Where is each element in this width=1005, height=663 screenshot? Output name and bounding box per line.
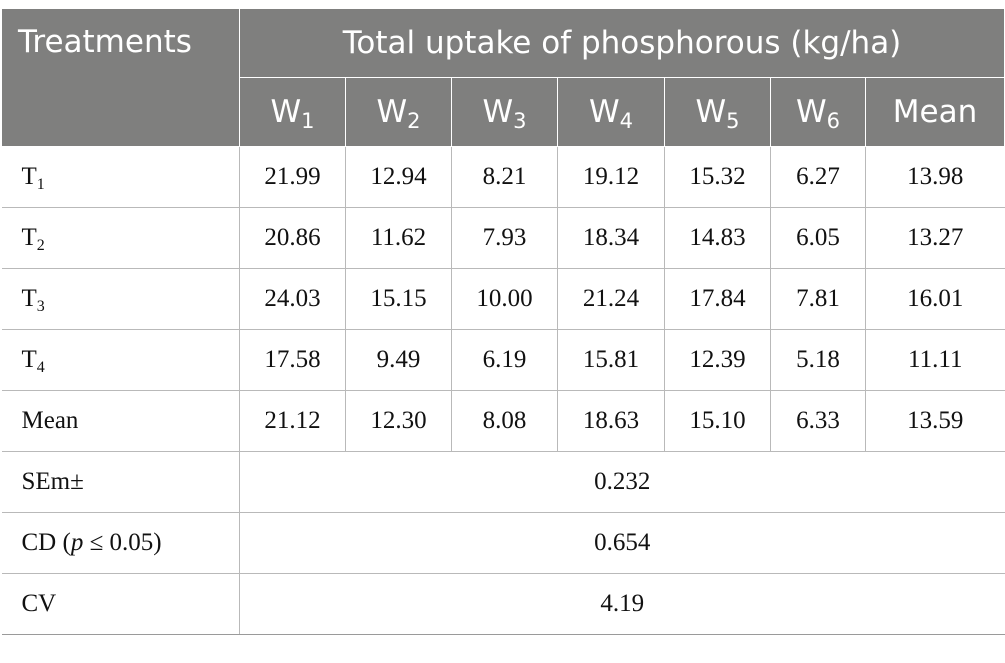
sem-value: 0.232 (239, 451, 1005, 513)
row-label: T4 (1, 329, 240, 391)
cd-value: 0.654 (239, 512, 1005, 574)
column-header-w3: W3 (451, 77, 558, 147)
cv-value: 4.19 (239, 573, 1005, 635)
table-cell: 11.62 (345, 207, 452, 269)
table-cell-mean: 16.01 (865, 268, 1005, 330)
cv-label: CV (1, 573, 240, 635)
table-row-t3: T3 24.03 15.15 10.00 21.24 17.84 7.81 16… (1, 268, 1005, 330)
table-cell: 24.03 (239, 268, 346, 330)
table-cell: 12.39 (664, 329, 771, 391)
row-label: T3 (1, 268, 240, 330)
column-header-w6: W6 (770, 77, 866, 147)
table-cell: 18.34 (557, 207, 665, 269)
table-cell: 8.08 (451, 390, 558, 452)
column-header-w2: W2 (345, 77, 452, 147)
table-cell: 19.12 (557, 146, 665, 208)
phosphorous-uptake-table: Treatments Total uptake of phosphorous (… (1, 8, 1005, 635)
table-cell: 21.12 (239, 390, 346, 452)
table-row-t4: T4 17.58 9.49 6.19 15.81 12.39 5.18 11.1… (1, 329, 1005, 391)
table-row-cv: CV 4.19 (1, 573, 1005, 635)
table-cell: 21.99 (239, 146, 346, 208)
column-header-row: W1 W2 W3 W4 W5 W6 Mean (2, 77, 1005, 147)
table-cell: 20.86 (239, 207, 346, 269)
table-cell: 6.19 (451, 329, 558, 391)
table-cell-mean: 13.27 (865, 207, 1005, 269)
table-cell: 21.24 (557, 268, 665, 330)
table-row-t2: T2 20.86 11.62 7.93 18.34 14.83 6.05 13.… (1, 207, 1005, 269)
table-row-t1: T1 21.99 12.94 8.21 19.12 15.32 6.27 13.… (1, 146, 1005, 208)
table-cell-mean: 13.98 (865, 146, 1005, 208)
table-cell: 10.00 (451, 268, 558, 330)
table-cell: 5.18 (770, 329, 866, 391)
treatments-header: Treatments (1, 8, 240, 147)
table-cell-mean: 11.11 (865, 329, 1005, 391)
table-row-sem: SEm± 0.232 (1, 451, 1005, 513)
table-cell-mean: 13.59 (865, 390, 1005, 452)
column-header-w4: W4 (557, 77, 665, 147)
table-row-cd: CD (p ≤ 0.05) 0.654 (1, 512, 1005, 574)
table-cell: 14.83 (664, 207, 771, 269)
row-label: T2 (1, 207, 240, 269)
table-cell: 17.84 (664, 268, 771, 330)
column-header-mean: Mean (865, 77, 1005, 147)
table-cell: 6.33 (770, 390, 866, 452)
column-header-w5: W5 (664, 77, 771, 147)
table-cell: 15.10 (664, 390, 771, 452)
row-label: Mean (1, 390, 240, 452)
table-cell: 6.27 (770, 146, 866, 208)
table-cell: 8.21 (451, 146, 558, 208)
table-cell: 17.58 (239, 329, 346, 391)
table-cell: 6.05 (770, 207, 866, 269)
row-label: T1 (1, 146, 240, 208)
table-cell: 9.49 (345, 329, 452, 391)
table-cell: 7.81 (770, 268, 866, 330)
sem-label: SEm± (1, 451, 240, 513)
cd-label: CD (p ≤ 0.05) (1, 512, 240, 574)
table-cell: 12.94 (345, 146, 452, 208)
group-title-header: Total uptake of phosphorous (kg/ha) (239, 8, 1005, 78)
table-cell: 12.30 (345, 390, 452, 452)
table-cell: 7.93 (451, 207, 558, 269)
table-cell: 15.81 (557, 329, 665, 391)
table-cell: 18.63 (557, 390, 665, 452)
table-cell: 15.15 (345, 268, 452, 330)
column-header-w1: W1 (239, 77, 346, 147)
table-row-mean: Mean 21.12 12.30 8.08 18.63 15.10 6.33 1… (1, 390, 1005, 452)
table-cell: 15.32 (664, 146, 771, 208)
